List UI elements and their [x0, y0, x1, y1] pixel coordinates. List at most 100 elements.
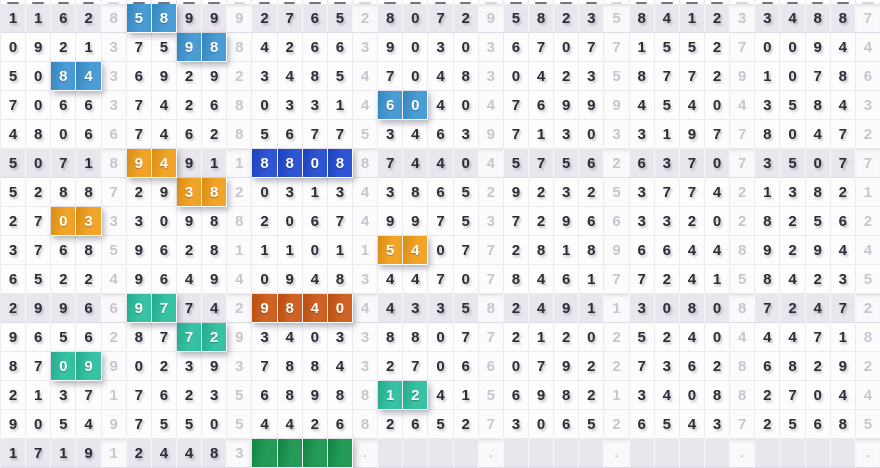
digit-cell: 9 — [503, 178, 529, 207]
digit-cell: 5 — [51, 410, 77, 439]
separator-cell: 4 — [478, 91, 504, 120]
digit-cell: 2 — [277, 33, 303, 62]
empty-cell — [453, 439, 479, 468]
digit-cell: 7 — [428, 207, 454, 236]
digit-cell: 0 — [302, 236, 328, 265]
digit-cell: 7 — [654, 62, 680, 91]
digit-cell: 9 — [579, 91, 605, 120]
digit-cell: 5 — [327, 4, 353, 33]
highlighted-cell-green — [277, 439, 303, 468]
separator-cell: 2 — [101, 323, 127, 352]
digit-cell: 9 — [830, 352, 856, 381]
digit-cell: 4 — [403, 149, 429, 178]
separator-cell: 7 — [855, 149, 880, 178]
digit-cell: 0 — [26, 410, 52, 439]
digit-cell: 8 — [805, 4, 831, 33]
digit-cell: 1 — [26, 381, 52, 410]
separator-cell: 8 — [730, 236, 756, 265]
separator-cell: 3 — [352, 33, 379, 62]
digit-cell: 0 — [503, 352, 529, 381]
digit-cell: 0 — [453, 149, 479, 178]
separator-cell: 3 — [478, 62, 504, 91]
digit-cell: 6 — [327, 410, 353, 439]
separator-cell: 1 — [227, 236, 253, 265]
separator-cell: 2 — [855, 352, 880, 381]
highlighted-cell-orange: 3 — [76, 207, 102, 236]
separator-cell: 1 — [855, 178, 880, 207]
digit-cell: 2 — [805, 352, 831, 381]
digit-cell: 2 — [51, 265, 77, 294]
digit-cell: 2 — [780, 236, 806, 265]
digit-cell: 6 — [1, 265, 27, 294]
digit-cell: 8 — [202, 236, 228, 265]
digit-cell: 7 — [503, 207, 529, 236]
separator-cell: 1 — [227, 149, 253, 178]
highlighted-cell-blue: 0 — [403, 91, 429, 120]
cropped-cell-edge — [528, 0, 555, 4]
digit-cell: 6 — [302, 4, 328, 33]
cropped-cell-edge — [730, 0, 756, 4]
separator-cell: 2 — [352, 4, 379, 33]
digit-cell: 4 — [830, 33, 856, 62]
digit-cell: 3 — [830, 265, 856, 294]
digit-cell: 3 — [327, 323, 353, 352]
digit-cell: 7 — [378, 62, 404, 91]
digit-cell: 0 — [579, 120, 605, 149]
digit-cell: 4 — [151, 120, 177, 149]
separator-cell: 8 — [101, 149, 127, 178]
digit-cell: 9 — [378, 33, 404, 62]
digit-cell: 0 — [26, 62, 52, 91]
highlighted-cell-dark-orange: 8 — [277, 294, 303, 323]
digit-cell: 2 — [378, 410, 404, 439]
digit-cell: 3 — [629, 294, 655, 323]
digit-cell: 7 — [755, 294, 781, 323]
separator-cell: 7 — [730, 33, 756, 62]
digit-cell: 8 — [1, 352, 27, 381]
digit-cell: 7 — [151, 323, 177, 352]
digit-cell: 9 — [26, 294, 52, 323]
digit-cell: 6 — [26, 323, 52, 352]
digit-cell: 2 — [704, 62, 731, 91]
separator-cell: 1 — [604, 381, 630, 410]
separator-cell: 5 — [478, 381, 504, 410]
separator-cell: 8 — [227, 120, 253, 149]
digit-cell: 8 — [579, 236, 605, 265]
digit-cell: 7 — [503, 120, 529, 149]
digit-cell: 7 — [679, 62, 705, 91]
digit-cell: 4 — [830, 381, 856, 410]
digit-cell: 1 — [453, 381, 479, 410]
digit-cell: 0 — [805, 149, 831, 178]
digit-cell: 2 — [26, 178, 52, 207]
digit-cell: 5 — [151, 33, 177, 62]
digit-cell: 7 — [252, 352, 278, 381]
digit-cell: 7 — [805, 62, 831, 91]
highlighted-cell-dark-blue: 8 — [277, 149, 303, 178]
digit-cell: 6 — [629, 149, 655, 178]
digit-cell: 6 — [428, 178, 454, 207]
digit-cell: 4 — [176, 265, 203, 294]
digit-cell: 2 — [830, 178, 856, 207]
separator-cell: 9 — [604, 91, 630, 120]
digit-cell: 8 — [528, 236, 555, 265]
separator-cell: 3 — [101, 207, 127, 236]
digit-cell: 8 — [503, 265, 529, 294]
digit-cell: 0 — [252, 91, 278, 120]
digit-cell: 8 — [755, 120, 781, 149]
digit-cell: 1 — [554, 236, 580, 265]
digit-cell: 2 — [805, 265, 831, 294]
digit-cell: 9 — [302, 381, 328, 410]
separator-cell: 8 — [478, 294, 504, 323]
digit-cell: 4 — [528, 294, 555, 323]
digit-cell: 5 — [51, 323, 77, 352]
separator-cell: 9 — [101, 410, 127, 439]
digit-cell: 2 — [704, 4, 731, 33]
digit-cell: 5 — [1, 62, 27, 91]
digit-cell: 2 — [780, 207, 806, 236]
digit-cell: 6 — [327, 33, 353, 62]
digit-cell: 8 — [202, 439, 228, 468]
cropped-cell-edge — [554, 0, 580, 4]
digit-cell: 5 — [252, 120, 278, 149]
empty-cell — [528, 439, 555, 468]
